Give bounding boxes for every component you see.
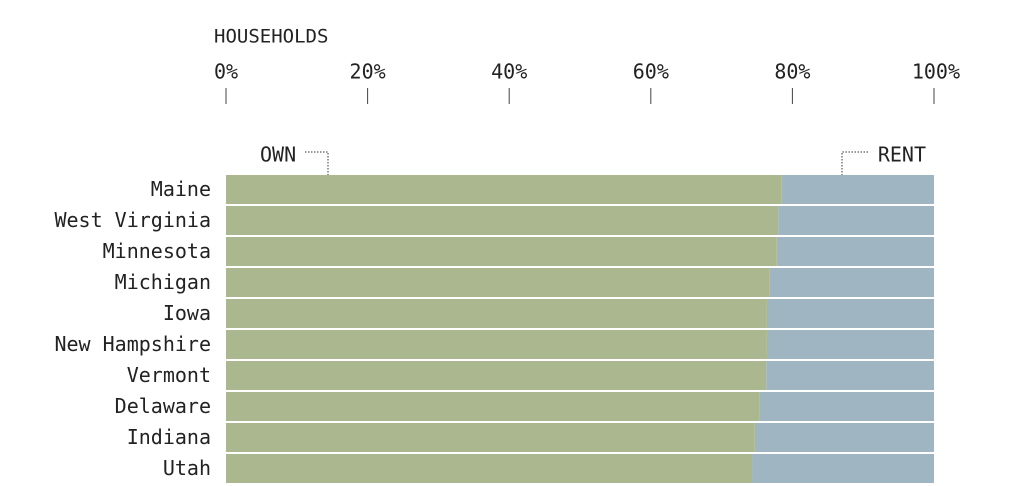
bar-segment bbox=[759, 392, 934, 421]
x-tick-label: 100% bbox=[912, 60, 960, 84]
bar-segment bbox=[226, 175, 782, 204]
bar-segment bbox=[226, 330, 767, 359]
bar-segment bbox=[226, 361, 767, 390]
row-label: New Hampshire bbox=[54, 332, 211, 356]
bar-segment bbox=[752, 454, 934, 483]
bar-segment bbox=[778, 206, 934, 235]
x-tick-label: 0% bbox=[214, 60, 238, 84]
bar-segment bbox=[226, 392, 760, 421]
leader-line bbox=[841, 151, 868, 175]
bar-segment bbox=[226, 206, 779, 235]
bar-segment bbox=[226, 268, 770, 297]
bar-segment bbox=[769, 268, 934, 297]
bar-segment bbox=[766, 330, 934, 359]
bar-segment bbox=[781, 175, 934, 204]
row-label: Vermont bbox=[127, 363, 211, 387]
row-label: West Virginia bbox=[54, 208, 211, 232]
series-label: OWN bbox=[260, 143, 296, 167]
bar-segment bbox=[766, 299, 934, 328]
row-label: Minnesota bbox=[103, 239, 211, 263]
row-label: Iowa bbox=[163, 301, 211, 325]
x-tick-label: 60% bbox=[633, 60, 669, 84]
x-tick-label: 20% bbox=[350, 60, 386, 84]
bar-segment bbox=[226, 299, 767, 328]
bar-segment bbox=[226, 237, 777, 266]
x-tick-label: 40% bbox=[491, 60, 527, 84]
row-label: Michigan bbox=[115, 270, 211, 294]
row-label: Maine bbox=[151, 177, 211, 201]
bar-segment bbox=[754, 423, 934, 452]
row-label: Delaware bbox=[115, 394, 211, 418]
bar-segment bbox=[766, 361, 934, 390]
row-label: Utah bbox=[163, 456, 211, 480]
leader-line bbox=[305, 151, 329, 175]
series-label: RENT bbox=[878, 143, 926, 167]
x-tick-label: 80% bbox=[774, 60, 810, 84]
row-label: Indiana bbox=[127, 425, 211, 449]
axis-title: HOUSEHOLDS bbox=[214, 26, 328, 48]
bar-segment bbox=[226, 454, 753, 483]
bar-segment bbox=[226, 423, 755, 452]
bar-segment bbox=[776, 237, 934, 266]
